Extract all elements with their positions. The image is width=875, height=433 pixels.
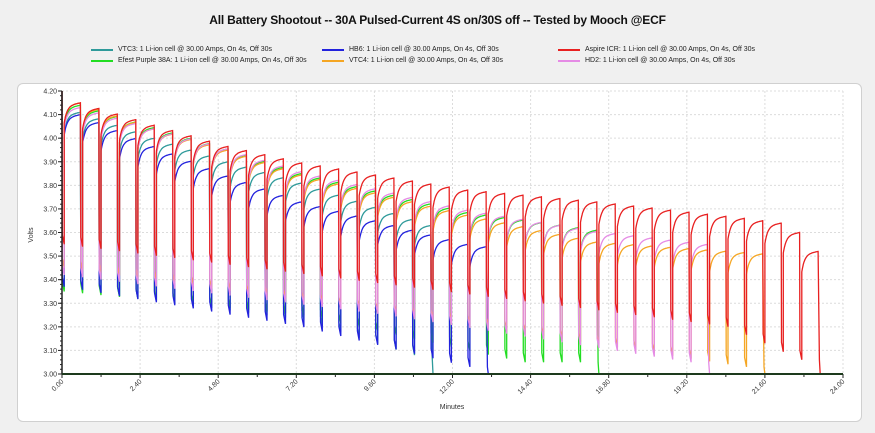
chart-title: All Battery Shootout -- 30A Pulsed-Curre… [209,13,666,27]
legend-item-efest: Efest Purple 38A: 1 Li-ion cell @ 30.00 … [91,57,307,64]
y-tick-label: 3.10 [43,348,57,355]
legend-label: HB6: 1 Li-ion cell @ 30.00 Amps, On 4s, … [349,46,499,53]
x-tick-label: 19.20 [673,378,690,395]
legend-label: VTC3: 1 Li-ion cell @ 30.00 Amps, On 4s,… [118,46,273,53]
y-tick-label: 3.80 [43,183,57,190]
legend-swatch [322,48,344,51]
y-tick-label: 4.20 [43,89,57,96]
y-tick-label: 3.40 [43,277,57,284]
x-tick-label: 21.60 [751,378,768,395]
x-tick-label: 16.80 [595,378,612,395]
x-axis-label: Minutes [440,404,465,411]
legend-item-hb6: HB6: 1 Li-ion cell @ 30.00 Amps, On 4s, … [322,46,499,53]
series-lines [61,90,821,375]
legend-label: HD2: 1 Li-ion cell @ 30.00 Amps, On 4s, … [585,57,736,64]
series-line-4 [61,90,711,375]
legend-swatch [91,59,113,62]
legend-label: VTC4: 1 Li-ion cell @ 30.00 Amps, On 4s,… [349,57,504,64]
y-tick-label: 3.30 [43,301,57,308]
legend-swatch [558,48,580,51]
y-tick-label: 3.50 [43,254,57,261]
y-tick-label: 4.00 [43,136,57,143]
legend-label: Aspire ICR: 1 Li-ion cell @ 30.00 Amps, … [585,46,755,53]
x-tick-label: 12.00 [439,378,456,395]
y-tick-label: 4.10 [43,112,57,119]
x-tick-label: 14.40 [517,378,534,395]
x-tick-label: 4.80 [207,378,222,393]
axes: 3.00 3.10 3.20 3.30 3.40 3.50 3.60 3.70 3.80 3.90… [43,89,846,396]
x-tick-label: 2.40 [129,378,144,393]
legend-swatch [558,59,580,62]
legend-item-vtc4: VTC4: 1 Li-ion cell @ 30.00 Amps, On 4s,… [322,57,503,64]
y-tick-label: 3.70 [43,206,57,213]
x-tick-label: 24.00 [829,378,846,395]
legend-label: Efest Purple 38A: 1 Li-ion cell @ 30.00 … [118,57,307,64]
legend-swatch [322,59,344,62]
legend-item-hd2: HD2: 1 Li-ion cell @ 30.00 Amps, On 4s, … [558,57,735,64]
x-tick-label: 9.60 [363,378,378,393]
x-tick-label: 7.20 [285,378,300,393]
y-tick-label: 3.60 [43,230,57,237]
legend-item-vtc3: VTC3: 1 Li-ion cell @ 30.00 Amps, On 4s,… [91,46,272,53]
y-tick-label: 3.90 [43,159,57,166]
series-line-2 [61,90,489,375]
legend-item-aspire: Aspire ICR: 1 Li-ion cell @ 30.00 Amps, … [558,46,755,53]
series-line-5 [61,90,821,375]
x-tick-label: 0.00 [51,378,66,393]
y-axis-label: Volts [28,227,35,243]
y-tick-label: 3.00 [43,372,57,379]
y-tick-label: 3.20 [43,324,57,331]
legend-swatch [91,48,113,51]
